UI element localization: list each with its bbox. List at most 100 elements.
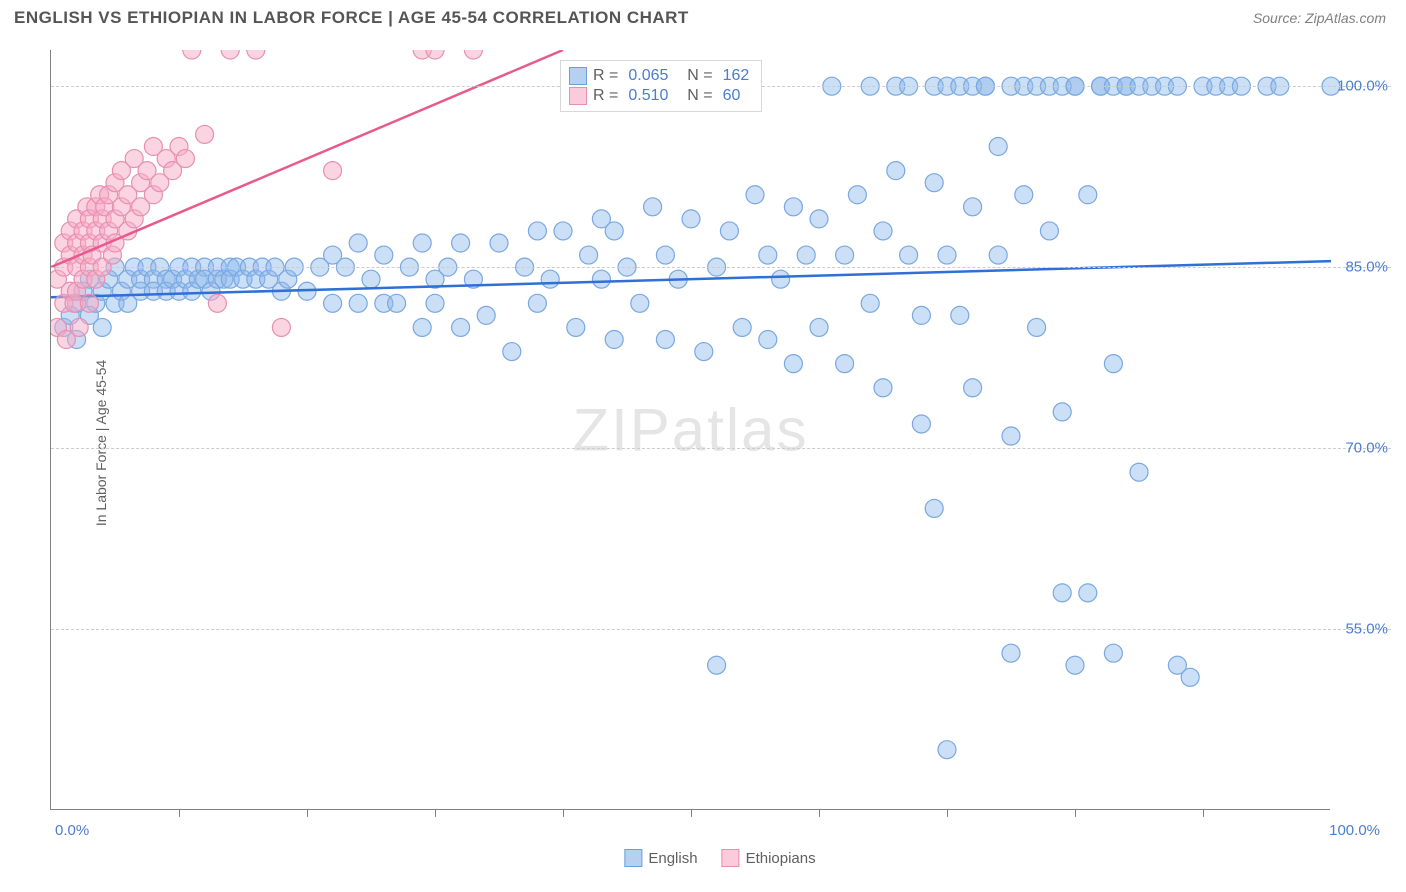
x-tick: [435, 809, 436, 817]
y-tick-label: 100.0%: [1337, 78, 1388, 95]
data-point: [951, 306, 969, 324]
data-point: [477, 306, 495, 324]
data-point: [836, 246, 854, 264]
swatch-english-icon: [569, 67, 587, 85]
plot-area: ZIPatlas 0.0% 100.0% 55.0%70.0%85.0%100.…: [50, 50, 1330, 810]
data-point: [528, 294, 546, 312]
data-point: [938, 246, 956, 264]
stats-legend: R = 0.065 N = 162 R = 0.510 N = 60: [560, 60, 762, 112]
scatter-svg: [51, 50, 1391, 810]
data-point: [452, 318, 470, 336]
data-point: [1028, 318, 1046, 336]
swatch-ethiopians-icon: [569, 87, 587, 105]
x-tick: [1203, 809, 1204, 817]
data-point: [631, 294, 649, 312]
data-point: [80, 294, 98, 312]
data-point: [1053, 584, 1071, 602]
data-point: [1002, 644, 1020, 662]
data-point: [541, 270, 559, 288]
x-tick: [947, 809, 948, 817]
data-point: [554, 222, 572, 240]
data-point: [1104, 355, 1122, 373]
chart-container: In Labor Force | Age 45-54 ZIPatlas 0.0%…: [50, 50, 1390, 835]
source-label: Source: ZipAtlas.com: [1253, 10, 1386, 26]
data-point: [874, 379, 892, 397]
data-point: [1066, 656, 1084, 674]
data-point: [1015, 186, 1033, 204]
y-tick-label: 55.0%: [1345, 621, 1388, 638]
data-point: [208, 294, 226, 312]
data-point: [784, 355, 802, 373]
data-point: [375, 246, 393, 264]
data-point: [925, 174, 943, 192]
data-point: [964, 379, 982, 397]
data-point: [746, 186, 764, 204]
data-point: [70, 318, 88, 336]
data-point: [733, 318, 751, 336]
data-point: [720, 222, 738, 240]
gridline: [51, 629, 1391, 630]
data-point: [874, 222, 892, 240]
x-tick: [179, 809, 180, 817]
data-point: [1079, 584, 1097, 602]
legend-label-ethiopians: Ethiopians: [746, 850, 816, 867]
data-point: [1053, 403, 1071, 421]
data-point: [938, 741, 956, 759]
data-point: [989, 246, 1007, 264]
data-point: [580, 246, 598, 264]
data-point: [925, 499, 943, 517]
stat-n-english: 162: [719, 67, 754, 85]
gridline: [51, 267, 1391, 268]
data-point: [413, 318, 431, 336]
data-point: [324, 294, 342, 312]
data-point: [797, 246, 815, 264]
legend-item-ethiopians: Ethiopians: [722, 849, 816, 867]
data-point: [605, 331, 623, 349]
data-point: [912, 306, 930, 324]
data-point: [656, 246, 674, 264]
x-tick: [691, 809, 692, 817]
data-point: [93, 318, 111, 336]
data-point: [592, 270, 610, 288]
chart-title: ENGLISH VS ETHIOPIAN IN LABOR FORCE | AG…: [14, 8, 689, 28]
data-point: [452, 234, 470, 252]
data-point: [1040, 222, 1058, 240]
y-tick-label: 85.0%: [1345, 259, 1388, 276]
x-tick: [563, 809, 564, 817]
data-point: [1104, 644, 1122, 662]
x-tick: [1075, 809, 1076, 817]
data-point: [644, 198, 662, 216]
data-point: [836, 355, 854, 373]
x-tick: [307, 809, 308, 817]
data-point: [176, 150, 194, 168]
data-point: [695, 343, 713, 361]
swatch-ethiopians-icon: [722, 849, 740, 867]
data-point: [1002, 427, 1020, 445]
data-point: [772, 270, 790, 288]
swatch-english-icon: [624, 849, 642, 867]
data-point: [810, 210, 828, 228]
stats-row-ethiopians: R = 0.510 N = 60: [569, 87, 753, 105]
data-point: [759, 331, 777, 349]
x-tick: [819, 809, 820, 817]
data-point: [426, 50, 444, 59]
data-point: [503, 343, 521, 361]
data-point: [183, 50, 201, 59]
legend-label-english: English: [648, 850, 697, 867]
data-point: [413, 234, 431, 252]
data-point: [900, 246, 918, 264]
data-point: [362, 270, 380, 288]
stats-row-english: R = 0.065 N = 162: [569, 67, 753, 85]
data-point: [567, 318, 585, 336]
data-point: [1079, 186, 1097, 204]
data-point: [784, 198, 802, 216]
data-point: [196, 125, 214, 143]
data-point: [1181, 668, 1199, 686]
legend-item-english: English: [624, 849, 697, 867]
data-point: [989, 138, 1007, 156]
data-point: [464, 50, 482, 59]
data-point: [810, 318, 828, 336]
data-point: [388, 294, 406, 312]
data-point: [528, 222, 546, 240]
data-point: [759, 246, 777, 264]
